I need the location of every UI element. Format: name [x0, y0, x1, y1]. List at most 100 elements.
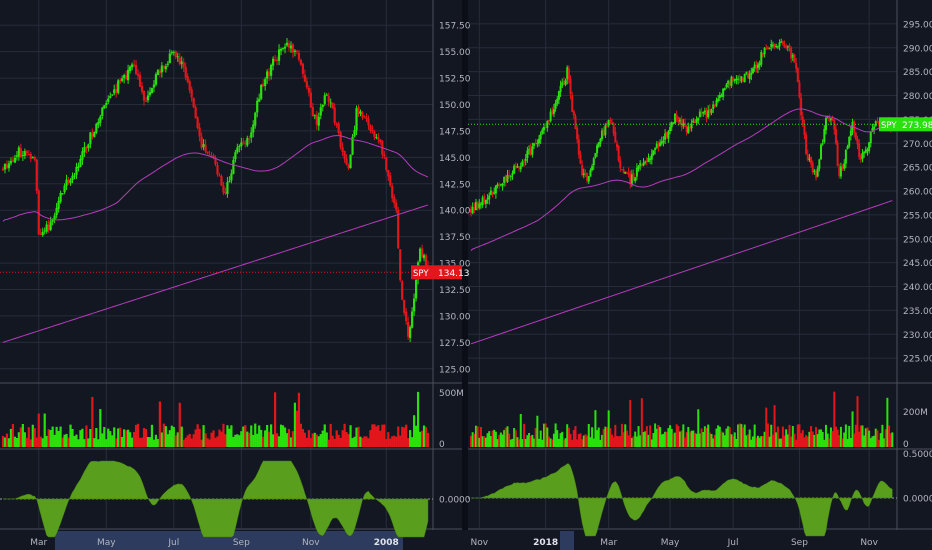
candle-body: [795, 62, 798, 69]
candle-body: [612, 123, 615, 134]
volume-bar: [725, 428, 728, 447]
volume-bar: [117, 428, 120, 447]
candle-body: [715, 100, 718, 106]
volume-bar: [669, 425, 672, 447]
volume-bar: [849, 437, 852, 447]
volume-bar: [606, 427, 609, 447]
volume-bar: [327, 439, 330, 447]
candle-body: [738, 79, 741, 81]
candle-body: [700, 112, 703, 114]
volume-bar: [57, 431, 60, 447]
candle-body: [285, 42, 289, 46]
candle-body: [327, 95, 330, 103]
candle-body: [781, 41, 784, 45]
volume-bar: [781, 426, 784, 447]
volume-bar: [61, 437, 64, 447]
candle-body: [786, 46, 789, 48]
volume-bar: [549, 438, 552, 447]
candle-body: [329, 102, 332, 104]
volume-bar: [786, 434, 789, 447]
volume-bar: [766, 423, 769, 447]
time-tick-label: 2018: [533, 538, 558, 548]
price-tick-label: 145.00: [439, 154, 471, 164]
oscillator-scale-label: 0.5000: [903, 450, 932, 460]
volume-bar: [383, 424, 386, 447]
candle-body: [59, 192, 62, 202]
volume-bar: [63, 434, 66, 447]
volume-bar: [329, 423, 332, 447]
volume-bar: [531, 434, 534, 447]
volume-bar: [557, 438, 560, 447]
volume-bar: [89, 428, 92, 447]
time-tick-label: Mar: [600, 538, 617, 548]
candle-body: [572, 111, 575, 116]
candle-body: [150, 87, 154, 94]
volume-bar: [708, 432, 711, 447]
candle-body: [508, 174, 511, 176]
candle-body: [770, 44, 773, 48]
volume-bar: [752, 436, 754, 447]
candle-body: [138, 74, 142, 87]
candle-body: [790, 47, 793, 59]
volume-bar: [594, 410, 597, 447]
volume-bar: [730, 434, 733, 447]
volume-bar: [733, 432, 736, 447]
candle-body: [839, 166, 842, 177]
candle-body: [587, 176, 590, 182]
volume-bar: [45, 435, 48, 447]
volume-bar: [562, 439, 565, 447]
candle-body: [395, 202, 398, 210]
volume-bar: [846, 438, 849, 447]
volume-bar: [188, 433, 191, 447]
candle-body: [473, 207, 476, 211]
candle-body: [567, 68, 570, 80]
candle-body: [554, 102, 557, 109]
candle-body: [630, 174, 633, 184]
candle-body: [252, 124, 255, 133]
candle-body: [393, 197, 396, 204]
candle-body: [780, 41, 783, 43]
candle-body: [418, 248, 422, 262]
volume-bar: [470, 435, 472, 447]
candle-body: [841, 167, 844, 169]
candle-body: [23, 151, 26, 156]
candle-body: [868, 142, 871, 152]
candle-body: [856, 138, 859, 145]
volume-bar: [375, 426, 378, 447]
price-tick-label: 235.00: [903, 307, 932, 317]
volume-bar: [632, 436, 635, 447]
volume-bar: [395, 436, 398, 447]
volume-bar: [615, 435, 618, 447]
volume-bar: [418, 431, 422, 447]
candle-body: [690, 123, 693, 129]
candle-body: [680, 118, 683, 127]
volume-bar: [627, 435, 630, 447]
volume-bar: [3, 437, 7, 447]
volume-bar: [208, 439, 211, 447]
candle-body: [859, 156, 862, 160]
candle-body: [547, 120, 550, 122]
candle-body: [657, 144, 660, 147]
price-tick-label: 290.00: [903, 44, 932, 54]
candle-body: [414, 280, 418, 299]
candle-body: [27, 154, 30, 156]
volume-bar: [397, 426, 400, 447]
candle-body: [854, 132, 857, 140]
candle-body: [542, 126, 545, 131]
volume-bar: [272, 434, 275, 447]
volume-bar: [693, 432, 696, 447]
volume-bar: [275, 433, 279, 447]
candle-body: [801, 116, 804, 125]
volume-bar: [97, 439, 100, 447]
candle-body: [645, 160, 648, 162]
candle-body: [602, 129, 605, 136]
volume-bar: [824, 424, 827, 447]
candle-body: [614, 132, 617, 143]
volume-bar: [357, 426, 360, 447]
candle-body: [289, 45, 293, 49]
candle-body: [521, 161, 524, 167]
volume-bar: [194, 429, 197, 447]
chart-panel-right: 295.00290.00285.00280.00275.00270.00265.…: [468, 0, 932, 537]
volume-bar: [776, 426, 779, 447]
last-price-badge: [879, 117, 932, 132]
